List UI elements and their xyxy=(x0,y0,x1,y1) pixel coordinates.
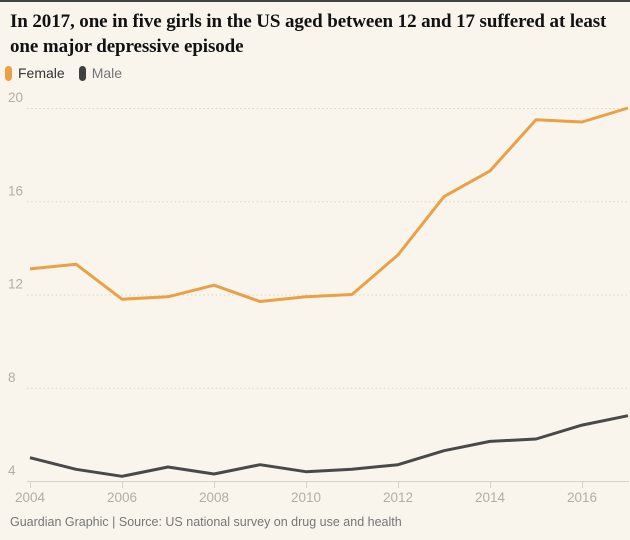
x-axis-label-2010: 2010 xyxy=(291,490,321,505)
y-axis-label-20: 20 xyxy=(8,90,23,105)
legend-item-male: Male xyxy=(78,65,123,81)
legend-label-female: Female xyxy=(18,65,65,81)
source-caption: Guardian Graphic | Source: US national s… xyxy=(10,515,402,529)
top-rule xyxy=(0,0,630,2)
x-axis-label-2016: 2016 xyxy=(567,490,597,505)
female-line xyxy=(29,106,629,303)
male-swatch-icon xyxy=(78,65,86,81)
x-axis-label-2014: 2014 xyxy=(475,490,506,505)
y-axis-label-4: 4 xyxy=(8,463,16,478)
legend: Female Male xyxy=(5,65,122,81)
legend-label-male: Male xyxy=(91,65,123,81)
x-axis-label-2012: 2012 xyxy=(383,490,413,505)
depression-line-chart: 4 8 12 16 20 2004 2006 2008 2010 2012 2014 2016 xyxy=(8,90,629,505)
y-axis-label-12: 12 xyxy=(8,277,23,292)
y-axis-label-16: 16 xyxy=(8,183,23,198)
x-axis-label-2006: 2006 xyxy=(107,490,137,505)
y-axis-label-8: 8 xyxy=(8,370,16,385)
legend-item-female: Female xyxy=(5,65,65,81)
x-axis-label-2004: 2004 xyxy=(15,490,46,505)
x-axis-label-2008: 2008 xyxy=(199,490,229,505)
female-swatch-icon xyxy=(5,65,12,81)
male-line xyxy=(29,414,629,478)
chart-title: In 2017, one in five girls in the US age… xyxy=(10,11,607,58)
